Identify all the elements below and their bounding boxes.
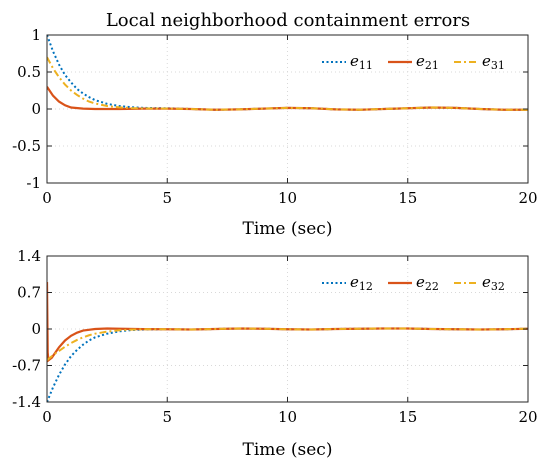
x-tick-label: 20 — [518, 408, 537, 426]
x-tick-label: 15 — [398, 189, 417, 207]
y-tick-label: -0.5 — [12, 137, 41, 155]
x-tick-label: 20 — [518, 189, 537, 207]
x-tick-label: 5 — [162, 408, 172, 426]
series-line-e31 — [47, 56, 528, 111]
x-tick-label: 10 — [278, 189, 297, 207]
y-tick-label: 1.4 — [17, 247, 41, 265]
legend-label-e22: e22 — [416, 273, 439, 293]
x-axis-label: Time (sec) — [243, 440, 333, 460]
y-tick-label: -1 — [26, 174, 41, 192]
legend-label-e11: e11 — [350, 52, 373, 72]
x-axis-label: Time (sec) — [243, 219, 333, 239]
legend-label-e32: e32 — [482, 273, 505, 293]
y-tick-label: -0.7 — [12, 357, 41, 375]
y-tick-label: 1 — [31, 26, 41, 44]
legend-label-e21: e21 — [416, 52, 439, 72]
y-tick-label: 0.7 — [17, 284, 41, 302]
legend-label-e31: e31 — [482, 52, 505, 72]
x-tick-label: 15 — [398, 408, 417, 426]
y-tick-label: 0.5 — [17, 63, 41, 81]
x-tick-label: 0 — [42, 408, 52, 426]
top-panel-chart: 0 5 10 15 20 -1 -0.5 0 0.5 1 Time (sec) e11 e21 e31 — [12, 26, 537, 239]
legend-label-e12: e12 — [350, 273, 373, 293]
series-line-e32 — [47, 327, 528, 362]
y-tick-label: 0 — [31, 100, 41, 118]
y-tick-label: -1.4 — [12, 393, 41, 411]
legend: e12 e22 e32 — [322, 273, 505, 293]
y-tick-label: 0 — [31, 320, 41, 338]
figure-title: Local neighborhood containment errors — [106, 10, 470, 31]
legend: e11 e21 e31 — [322, 52, 505, 72]
x-tick-label: 5 — [162, 189, 172, 207]
x-tick-label: 10 — [278, 408, 297, 426]
x-tick-label: 0 — [42, 189, 52, 207]
